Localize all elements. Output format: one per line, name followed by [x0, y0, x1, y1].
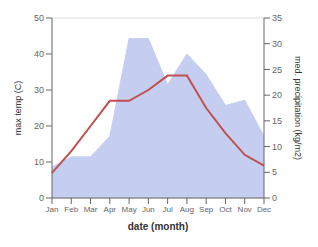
- svg-text:Oct: Oct: [219, 205, 232, 214]
- svg-text:Jun: Jun: [142, 205, 155, 214]
- svg-text:date (month): date (month): [128, 221, 189, 232]
- svg-text:30: 30: [34, 85, 44, 95]
- svg-text:Dec: Dec: [257, 205, 271, 214]
- svg-text:10: 10: [34, 157, 44, 167]
- svg-text:20: 20: [272, 90, 282, 100]
- svg-text:Aug: Aug: [180, 205, 194, 214]
- svg-text:5: 5: [272, 167, 277, 177]
- svg-text:30: 30: [272, 39, 282, 49]
- svg-text:Sep: Sep: [199, 205, 214, 214]
- svg-text:Jul: Jul: [163, 205, 173, 214]
- svg-text:35: 35: [272, 13, 282, 23]
- svg-text:10: 10: [272, 142, 282, 152]
- svg-text:Jan: Jan: [46, 205, 59, 214]
- svg-text:0: 0: [39, 193, 44, 203]
- svg-text:Feb: Feb: [64, 205, 78, 214]
- svg-text:Nov: Nov: [238, 205, 252, 214]
- svg-text:0: 0: [272, 193, 277, 203]
- svg-text:May: May: [122, 205, 137, 214]
- svg-text:15: 15: [272, 116, 282, 126]
- svg-text:40: 40: [34, 49, 44, 59]
- svg-text:Mar: Mar: [84, 205, 98, 214]
- svg-text:med. precipitation (kg/m2): med. precipitation (kg/m2): [293, 56, 303, 160]
- svg-text:25: 25: [272, 65, 282, 75]
- svg-text:20: 20: [34, 121, 44, 131]
- svg-text:50: 50: [34, 13, 44, 23]
- svg-text:Apr: Apr: [104, 205, 117, 214]
- svg-text:max temp (C): max temp (C): [13, 81, 23, 136]
